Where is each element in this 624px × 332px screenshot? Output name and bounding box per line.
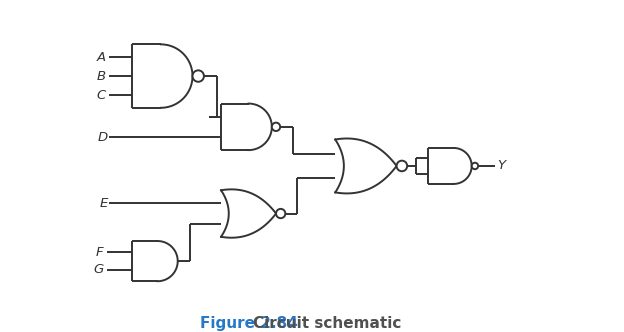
Circle shape — [272, 123, 280, 131]
Text: B: B — [97, 70, 105, 83]
Circle shape — [193, 70, 204, 82]
Text: G: G — [93, 264, 104, 277]
Text: A: A — [97, 50, 105, 63]
Circle shape — [276, 209, 285, 218]
Text: Circuit schematic: Circuit schematic — [253, 316, 401, 331]
Text: D: D — [98, 130, 108, 143]
Text: Figure 2.84: Figure 2.84 — [200, 316, 298, 331]
Text: F: F — [96, 246, 104, 259]
Text: C: C — [96, 89, 105, 102]
Text: E: E — [100, 197, 108, 210]
Text: Y: Y — [497, 159, 505, 172]
Circle shape — [472, 163, 478, 169]
Circle shape — [397, 161, 407, 171]
